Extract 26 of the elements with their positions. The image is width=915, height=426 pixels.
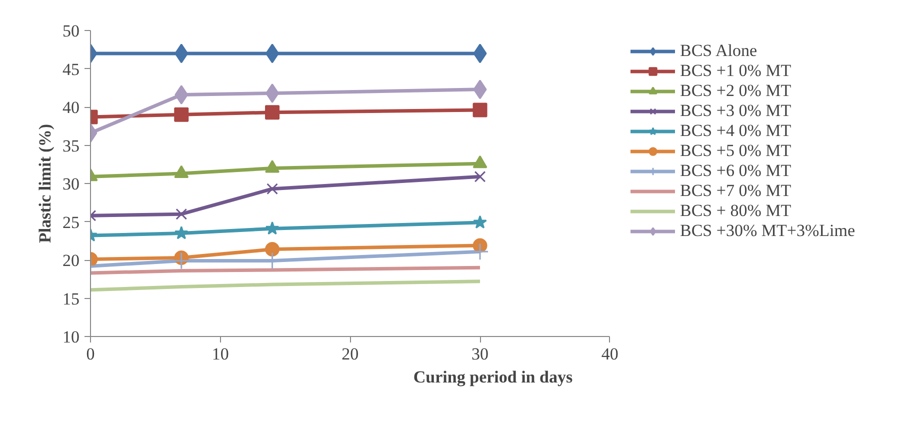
y-tick-label: 25: [62, 212, 80, 232]
y-tick-label: 15: [62, 289, 80, 308]
y-axis-title: Plastic limit (%): [36, 124, 54, 243]
legend-label: BCS +7 0% MT: [680, 181, 792, 201]
legend-label: BCS +2 0% MT: [680, 81, 792, 101]
y-tick-label: 20: [62, 251, 80, 270]
y-tick-label: 40: [62, 98, 80, 117]
x-tick-label: 10: [212, 344, 229, 364]
legend-label: BCS + 80% MT: [680, 201, 792, 221]
x-axis-title: Curing period in days: [413, 368, 573, 386]
legend-label: BCS +6 0% MT: [680, 161, 792, 181]
y-tick-label: 50: [62, 22, 80, 40]
x-tick-label: 40: [601, 344, 618, 364]
legend-label: BCS +1 0% MT: [680, 61, 792, 81]
y-tick-label: 35: [62, 136, 80, 156]
y-tick-label: 10: [62, 328, 80, 346]
x-tick-label: 30: [472, 344, 489, 364]
legend-label: BCS +4 0% MT: [680, 121, 792, 141]
y-tick-label: 30: [62, 174, 80, 194]
legend-label: BCS Alone: [680, 41, 757, 61]
legend-label: BCS +5 0% MT: [680, 141, 792, 161]
legend-label: BCS +30% MT+3%Lime: [680, 221, 856, 241]
x-tick-label: 20: [342, 344, 359, 364]
legend-label: BCS +3 0% MT: [680, 101, 792, 121]
x-tick-label: 0: [86, 344, 95, 364]
y-tick-label: 45: [62, 60, 80, 79]
